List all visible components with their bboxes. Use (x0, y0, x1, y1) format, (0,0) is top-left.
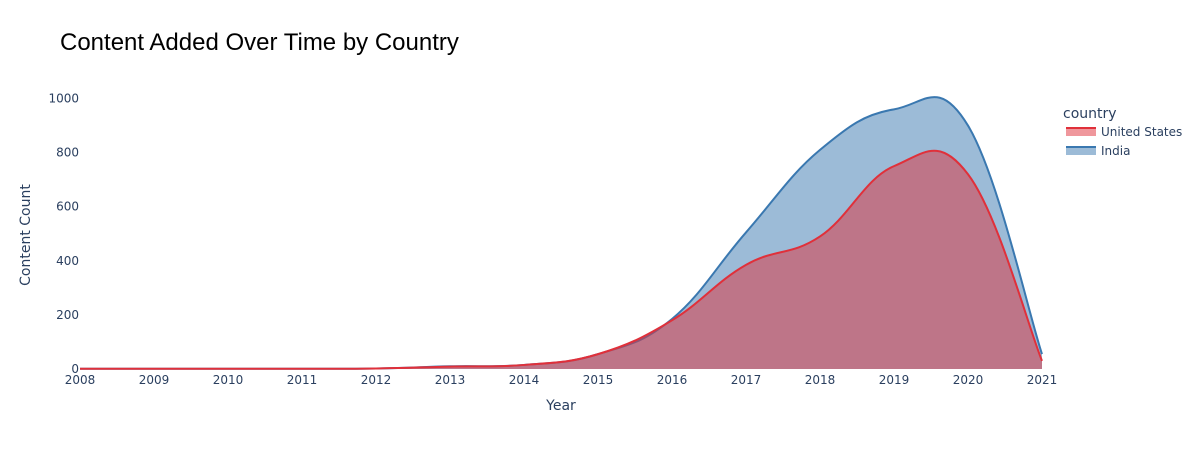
legend[interactable]: country United States India (1063, 106, 1182, 158)
x-tick-label: 2015 (583, 373, 614, 387)
y-axis-title: Content Count (18, 184, 34, 286)
plot-area (80, 96, 1043, 370)
legend-item-india[interactable]: India (1066, 144, 1130, 158)
y-axis: 0 200 400 600 800 1000 (48, 92, 79, 376)
x-axis: 2008 2009 2010 2011 2012 2013 2014 2015 2016 2017… (65, 373, 1058, 387)
x-tick-label: 2012 (361, 373, 392, 387)
x-tick-label: 2011 (287, 373, 318, 387)
chart-title: Content Added Over Time by Country (60, 29, 459, 56)
line-united-states (80, 149, 1043, 370)
x-tick-label: 2021 (1027, 373, 1058, 387)
x-axis-title: Year (545, 398, 576, 414)
x-tick-label: 2017 (731, 373, 762, 387)
x-tick-label: 2009 (139, 373, 170, 387)
legend-label: United States (1101, 125, 1182, 139)
legend-swatch (1066, 128, 1096, 136)
x-tick-label: 2019 (879, 373, 910, 387)
legend-item-united-states[interactable]: United States (1066, 125, 1182, 139)
y-tick-label: 200 (56, 308, 79, 322)
y-tick-label: 800 (56, 146, 79, 160)
legend-title: country (1063, 106, 1117, 122)
y-tick-label: 1000 (48, 92, 79, 106)
x-tick-label: 2010 (213, 373, 244, 387)
x-tick-label: 2016 (657, 373, 688, 387)
y-tick-label: 600 (56, 200, 79, 214)
legend-swatch (1066, 147, 1096, 155)
x-tick-label: 2014 (509, 373, 540, 387)
area-united-states (80, 150, 1042, 369)
x-tick-label: 2008 (65, 373, 96, 387)
x-tick-label: 2013 (435, 373, 466, 387)
legend-label: India (1101, 144, 1130, 158)
y-tick-label: 0 (71, 362, 79, 376)
y-tick-label: 400 (56, 254, 79, 268)
x-tick-label: 2018 (805, 373, 836, 387)
x-tick-label: 2020 (953, 373, 984, 387)
